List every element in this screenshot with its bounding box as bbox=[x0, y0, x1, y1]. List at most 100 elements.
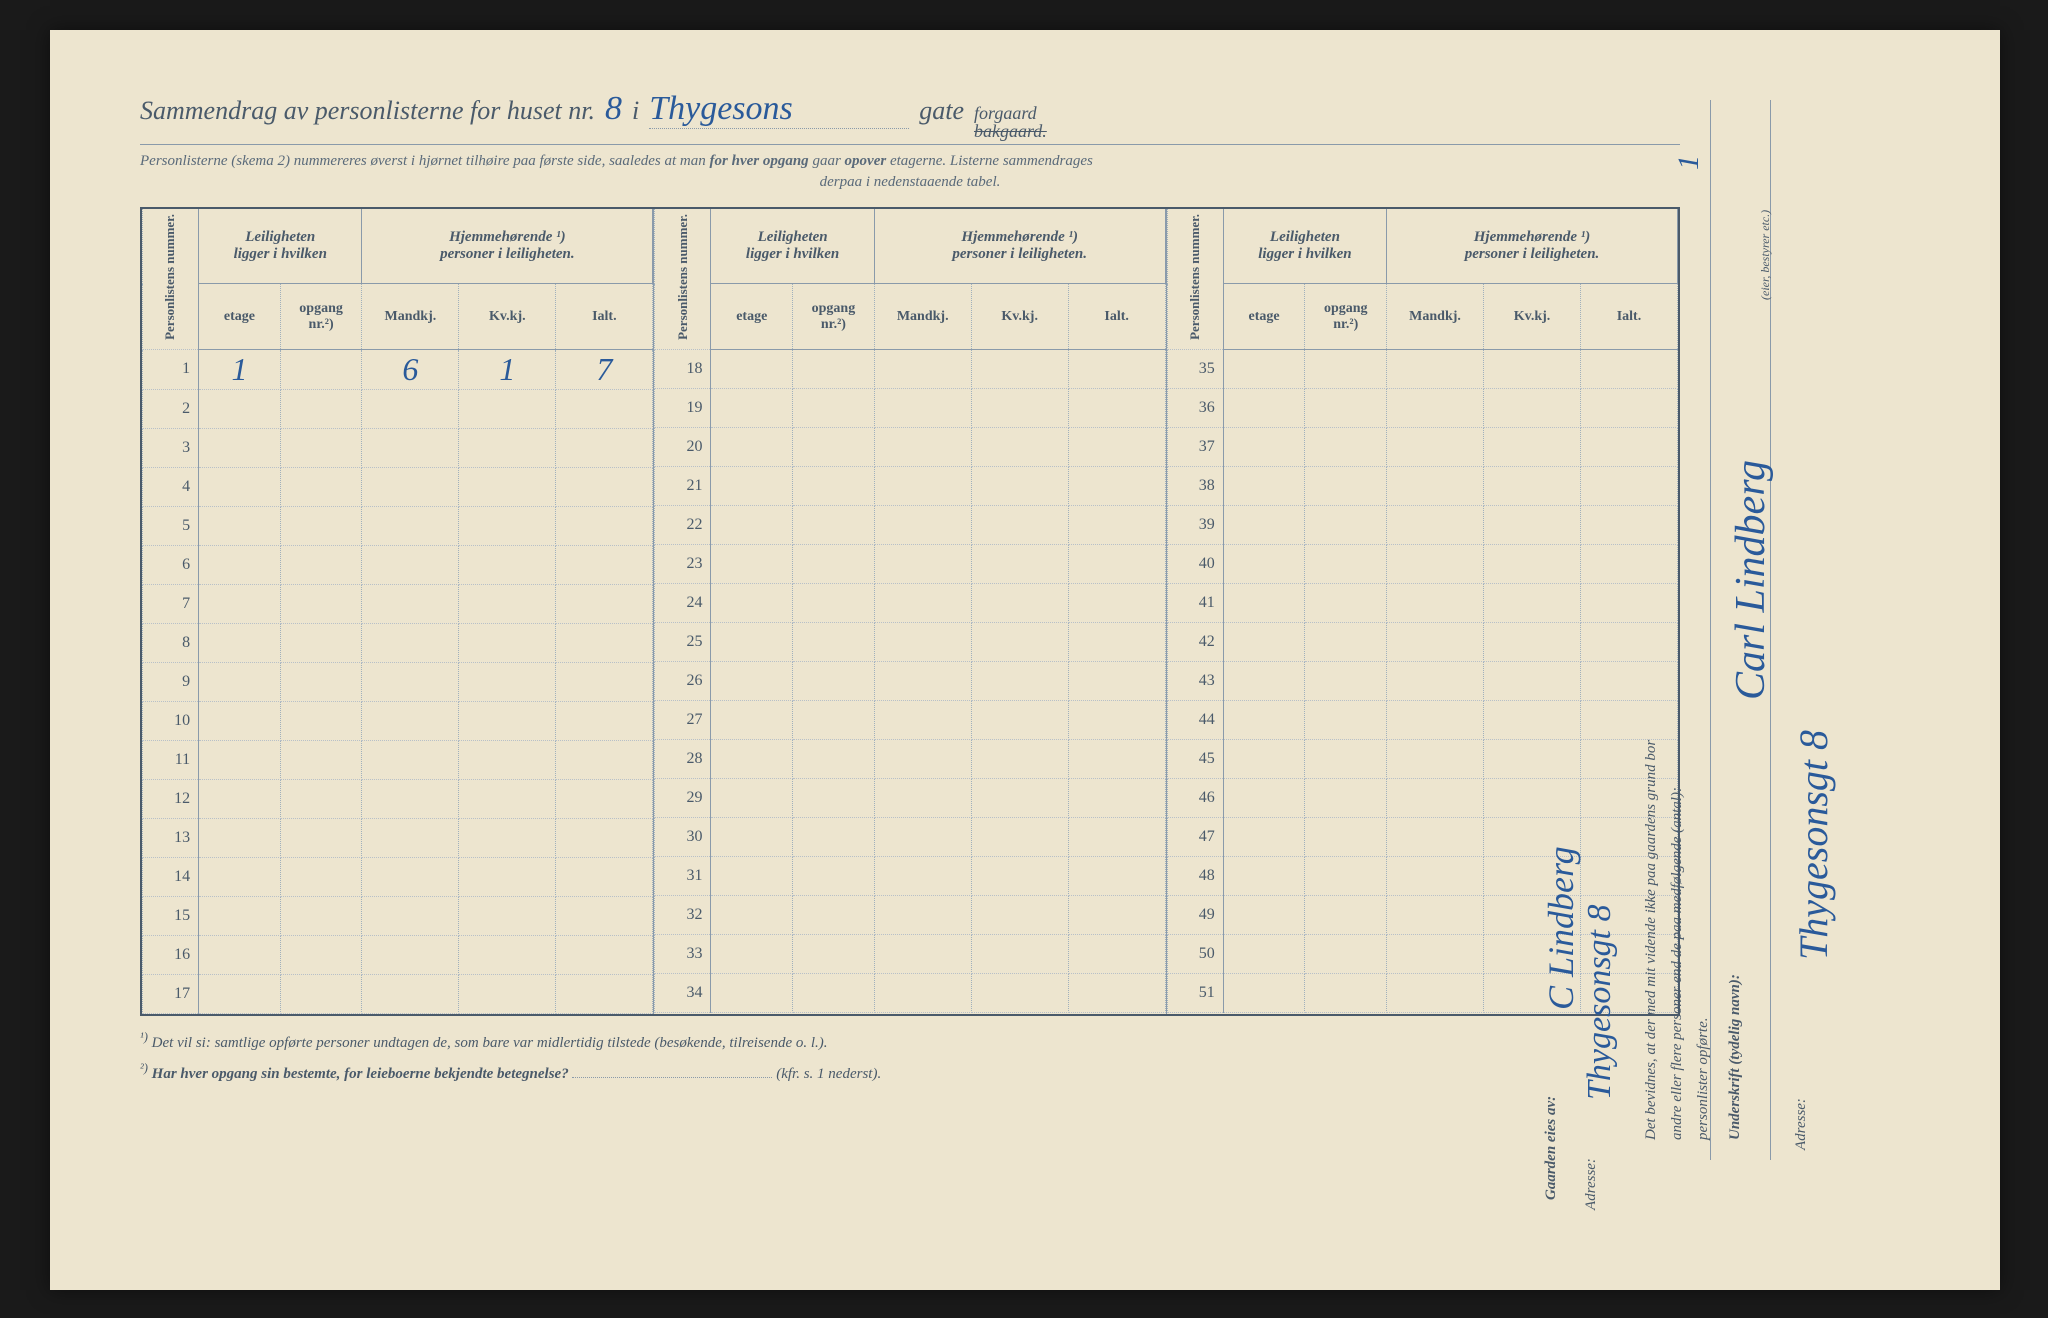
cell-kvkj bbox=[459, 584, 556, 623]
cell-kvkj bbox=[971, 778, 1068, 817]
cell-ialt bbox=[556, 818, 653, 857]
document-page: Sammendrag av personlisterne for huset n… bbox=[50, 30, 2000, 1290]
cell-opgang bbox=[793, 739, 875, 778]
cell-etage bbox=[711, 700, 793, 739]
cell-kvkj bbox=[1484, 349, 1581, 388]
cell-mandkj bbox=[362, 584, 459, 623]
cell-etage bbox=[1223, 388, 1305, 427]
cell-mandkj bbox=[362, 701, 459, 740]
cell-ialt bbox=[1068, 934, 1165, 973]
cell-mandkj bbox=[1387, 817, 1484, 856]
cell-ialt bbox=[556, 896, 653, 935]
cell-opgang bbox=[1305, 856, 1387, 895]
col-kvkj: Kv.kj. bbox=[971, 284, 1068, 350]
table-row: 3 bbox=[143, 428, 653, 467]
cell-etage bbox=[199, 896, 281, 935]
cell-ialt bbox=[1068, 817, 1165, 856]
cell-ialt bbox=[556, 584, 653, 623]
col-mandkj: Mandkj. bbox=[362, 284, 459, 350]
cell-mandkj bbox=[1387, 583, 1484, 622]
row-number: 42 bbox=[1167, 622, 1223, 661]
cell-opgang bbox=[793, 973, 875, 1012]
cell-etage bbox=[199, 428, 281, 467]
bakgaard: bakgaard. bbox=[974, 121, 1047, 141]
title-line: Sammendrag av personlisterne for huset n… bbox=[140, 90, 1680, 145]
cell-mandkj bbox=[362, 545, 459, 584]
cell-kvkj bbox=[971, 466, 1068, 505]
cell-mandkj bbox=[874, 934, 971, 973]
cell-mandkj bbox=[874, 700, 971, 739]
cell-mandkj bbox=[1387, 505, 1484, 544]
cell-etage bbox=[199, 779, 281, 818]
cell-opgang bbox=[793, 817, 875, 856]
row-number: 46 bbox=[1167, 778, 1223, 817]
table-row: 24 bbox=[655, 583, 1165, 622]
owner-adresse: Thygesonsgt 8 bbox=[1574, 770, 1625, 1100]
f2-text: Har hver opgang sin bestemte, for leiebo… bbox=[152, 1066, 569, 1082]
cell-etage bbox=[199, 974, 281, 1013]
table-row: 15 bbox=[143, 896, 653, 935]
cell-opgang bbox=[793, 700, 875, 739]
table-row: 9 bbox=[143, 662, 653, 701]
footnotes: ¹) Det vil si: samtlige opførte personer… bbox=[140, 1026, 1680, 1088]
subtitle: Personlisterne (skema 2) nummereres øver… bbox=[140, 151, 1680, 193]
cell-kvkj bbox=[971, 700, 1068, 739]
cell-mandkj bbox=[362, 389, 459, 428]
cell-ialt bbox=[556, 428, 653, 467]
cell-mandkj bbox=[1387, 349, 1484, 388]
table-row: 35 bbox=[1167, 349, 1677, 388]
table-row: 32 bbox=[655, 895, 1165, 934]
row-number: 26 bbox=[655, 661, 711, 700]
cell-kvkj bbox=[459, 974, 556, 1013]
cell-ialt bbox=[556, 662, 653, 701]
cell-kvkj bbox=[1484, 622, 1581, 661]
cell-etage bbox=[199, 818, 281, 857]
table-row: 20 bbox=[655, 427, 1165, 466]
f1-text: Det vil si: samtlige opførte personer un… bbox=[152, 1035, 537, 1051]
cell-kvkj bbox=[459, 506, 556, 545]
cell-opgang bbox=[793, 427, 875, 466]
col-opgang: opgangnr.²) bbox=[1305, 284, 1387, 350]
col-etage: etage bbox=[711, 284, 793, 350]
cell-opgang bbox=[1305, 544, 1387, 583]
cell-ialt bbox=[556, 545, 653, 584]
cell-ialt bbox=[1068, 583, 1165, 622]
cell-etage bbox=[1223, 583, 1305, 622]
cell-opgang bbox=[280, 662, 362, 701]
row-number: 37 bbox=[1167, 427, 1223, 466]
cell-kvkj bbox=[459, 935, 556, 974]
cell-etage bbox=[199, 584, 281, 623]
cell-opgang bbox=[793, 661, 875, 700]
row-number: 32 bbox=[655, 895, 711, 934]
f2-sup: ²) bbox=[140, 1061, 148, 1075]
cell-opgang bbox=[793, 856, 875, 895]
cell-kvkj bbox=[971, 583, 1068, 622]
cell-mandkj bbox=[1387, 427, 1484, 466]
cell-kvkj bbox=[1484, 466, 1581, 505]
cell-kvkj bbox=[971, 622, 1068, 661]
cell-ialt bbox=[1068, 622, 1165, 661]
row-number: 25 bbox=[655, 622, 711, 661]
cell-opgang bbox=[280, 545, 362, 584]
table-row: 14 bbox=[143, 857, 653, 896]
col-personlistens: Personlistens nummer. bbox=[143, 209, 199, 349]
cell-kvkj bbox=[459, 428, 556, 467]
col-mandkj: Mandkj. bbox=[874, 284, 971, 350]
col-hjemmehorende: Hjemmehørende ¹)personer i leiligheten. bbox=[1387, 209, 1678, 284]
cell-mandkj bbox=[874, 388, 971, 427]
cell-etage bbox=[199, 389, 281, 428]
table-row: 29 bbox=[655, 778, 1165, 817]
footnote-1: ¹) Det vil si: samtlige opførte personer… bbox=[140, 1026, 1680, 1057]
table-row: 18 bbox=[655, 349, 1165, 388]
cell-opgang bbox=[280, 389, 362, 428]
cell-mandkj bbox=[362, 896, 459, 935]
cell-ialt bbox=[1068, 544, 1165, 583]
cell-mandkj bbox=[362, 623, 459, 662]
cell-kvkj bbox=[459, 662, 556, 701]
cell-ialt bbox=[1068, 427, 1165, 466]
cell-mandkj bbox=[362, 935, 459, 974]
col-personlistens: Personlistens nummer. bbox=[1167, 209, 1223, 349]
table-row: 38 bbox=[1167, 466, 1677, 505]
cell-opgang bbox=[280, 428, 362, 467]
bevidnes-3: personlister opførte. bbox=[1692, 800, 1715, 1140]
